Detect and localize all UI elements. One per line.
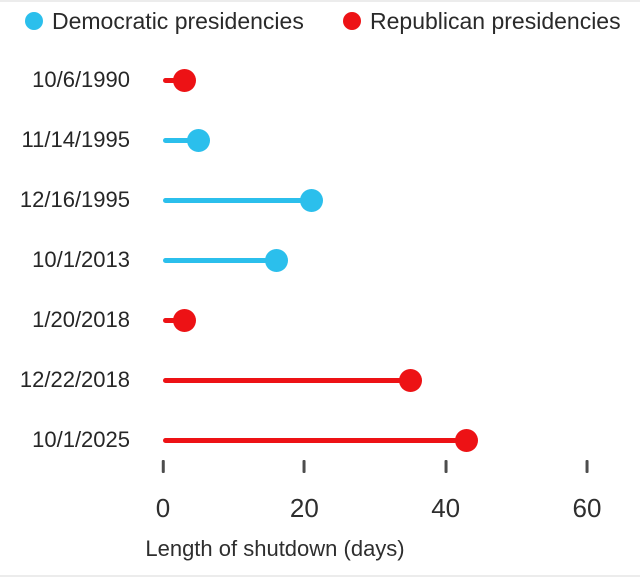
x-axis-tick: 20 bbox=[290, 460, 319, 524]
row-date-label: 12/22/2018 bbox=[19, 367, 130, 392]
tick-label: 0 bbox=[155, 493, 171, 523]
row-date-label: 10/1/2013 bbox=[32, 247, 130, 272]
row-date-label: 12/16/1995 bbox=[19, 187, 130, 212]
legend-label-democratic: Democratic presidencies bbox=[52, 7, 304, 34]
bar-dot-icon bbox=[398, 368, 422, 392]
bar-dot-icon bbox=[299, 188, 323, 212]
bar-dot-icon bbox=[264, 248, 288, 272]
bar-line bbox=[163, 197, 312, 203]
x-axis-tick: 60 bbox=[572, 460, 602, 524]
republican-dot-icon bbox=[343, 12, 361, 30]
tick-mark-icon bbox=[161, 460, 165, 473]
bar-dot-icon bbox=[186, 128, 210, 152]
tick-label: 60 bbox=[572, 493, 602, 523]
x-axis-tick: 0 bbox=[156, 460, 170, 524]
x-axis-title: Length of shutdown (days) bbox=[145, 536, 405, 561]
shutdown-row: 1/20/2018 bbox=[0, 308, 640, 332]
tick-mark-icon bbox=[302, 460, 306, 473]
legend-item-democratic: Democratic presidencies bbox=[25, 7, 304, 35]
tick-mark-icon bbox=[444, 460, 448, 473]
tick-label: 20 bbox=[289, 493, 319, 523]
row-date-label: 10/1/2025 bbox=[32, 427, 130, 452]
shutdown-row: 10/1/2025 bbox=[0, 428, 640, 452]
row-date-label: 11/14/1995 bbox=[21, 127, 130, 152]
democratic-dot-icon bbox=[25, 12, 43, 30]
legend-item-republican: Republican presidencies bbox=[343, 7, 621, 35]
bar-line bbox=[163, 377, 411, 383]
shutdown-row: 11/14/1995 bbox=[0, 128, 640, 152]
bar-line bbox=[163, 257, 277, 263]
shutdown-row: 12/16/1995 bbox=[0, 188, 640, 212]
row-date-label: 10/6/1990 bbox=[32, 67, 130, 92]
x-axis-tick: 40 bbox=[431, 460, 460, 524]
shutdown-row: 12/22/2018 bbox=[0, 368, 640, 392]
tick-mark-icon bbox=[585, 460, 589, 473]
tick-label: 40 bbox=[431, 493, 461, 523]
legend-label-republican: Republican presidencies bbox=[370, 7, 621, 34]
shutdown-row: 10/6/1990 bbox=[0, 68, 640, 92]
bar-line bbox=[163, 437, 467, 443]
bar-dot-icon bbox=[172, 308, 196, 332]
shutdown-row: 10/1/2013 bbox=[0, 248, 640, 272]
bar-dot-icon bbox=[172, 68, 196, 92]
row-date-label: 1/20/2018 bbox=[32, 307, 130, 332]
bar-dot-icon bbox=[455, 428, 479, 452]
bar-line bbox=[163, 137, 199, 143]
